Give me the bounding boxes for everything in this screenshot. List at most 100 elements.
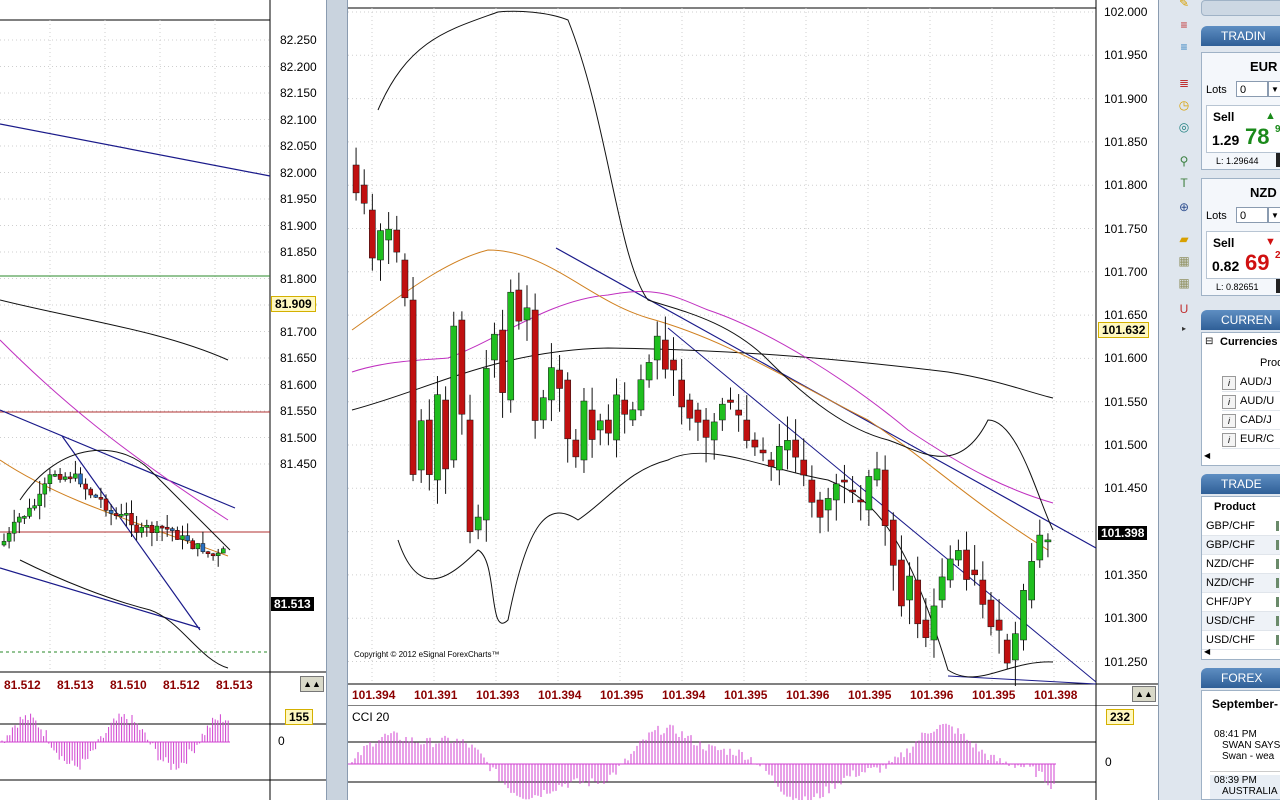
trade-row[interactable]: NZD/CHF — [1202, 574, 1280, 593]
left-price-label: 81.900 — [280, 218, 317, 233]
lots-input[interactable]: 0 — [1236, 81, 1268, 97]
grid-icon[interactable]: ▦ — [1178, 254, 1190, 268]
ticket-side-tab[interactable] — [1276, 279, 1280, 293]
trend-line[interactable] — [0, 409, 236, 509]
lots-dropdown-icon[interactable]: ▼ — [1268, 81, 1280, 97]
candle — [144, 525, 150, 528]
trade-row[interactable]: USD/CHF — [1202, 612, 1280, 631]
candle — [62, 476, 68, 480]
layout-icon[interactable]: ▦ — [1178, 276, 1190, 290]
target-icon[interactable]: ◎ — [1178, 120, 1190, 134]
candle — [523, 307, 531, 321]
zoom-icon[interactable]: ⊕ — [1178, 200, 1190, 214]
candle — [108, 510, 114, 514]
trade-row[interactable]: USD/CHF — [1202, 631, 1280, 650]
left-chart-panel[interactable]: 82.250 82.200 82.150 82.100 82.050 82.000 81.9… — [0, 0, 326, 800]
candle — [686, 399, 694, 419]
currency-row[interactable]: i AUD/J — [1222, 373, 1280, 392]
trade-row[interactable]: CHF/JPY — [1202, 593, 1280, 612]
low-price: L: 0.82651 — [1216, 282, 1259, 292]
left-price-chart[interactable] — [0, 0, 326, 700]
candle — [499, 329, 506, 393]
candle — [824, 498, 832, 511]
left-indicator-chart[interactable] — [0, 700, 326, 800]
scrollbar-left-icon[interactable]: ◀ — [1204, 451, 1211, 460]
ticket-side-tab[interactable] — [1276, 153, 1280, 167]
cci-title: CCI 20 — [352, 710, 390, 724]
candle — [129, 513, 134, 526]
trend-line[interactable] — [0, 123, 271, 177]
candle — [159, 525, 165, 529]
news-item[interactable]: 08:39 PM AUSTRALIA — [1210, 775, 1280, 799]
moving-average-mid — [351, 290, 1054, 504]
candle — [539, 397, 547, 421]
trade-ticket-eur[interactable]: EUR Lots 0 ▼ Sell ▲ 1.29 78 9 L: 1.29644 — [1201, 52, 1280, 170]
channel-lines-icon[interactable]: ≡ — [1180, 40, 1188, 54]
info-icon[interactable]: i — [1222, 433, 1236, 447]
currencies-col-header[interactable]: Prod — [1260, 357, 1280, 369]
trade-row[interactable]: GBP/CHF — [1202, 517, 1280, 536]
cci-indicator-chart[interactable] — [348, 706, 1158, 800]
candle — [914, 579, 922, 625]
candle — [1003, 639, 1011, 664]
trade-row[interactable]: GBP/CHF — [1202, 536, 1280, 555]
trend-line[interactable] — [0, 567, 201, 629]
candle — [735, 409, 742, 416]
candle — [1020, 590, 1027, 641]
trade-product: USD/CHF — [1206, 615, 1255, 627]
ticket-currency: EUR — [1250, 59, 1278, 74]
info-icon[interactable]: i — [1222, 414, 1236, 428]
more-arrow-icon[interactable]: ▸ — [1181, 324, 1186, 333]
main-price-label: 101.900 — [1104, 91, 1148, 106]
currency-row[interactable]: i CAD/J — [1222, 411, 1280, 430]
sell-label: Sell — [1213, 236, 1235, 250]
candle — [906, 575, 913, 601]
fib-lines-icon[interactable]: ≣ — [1178, 76, 1190, 90]
magnet-icon[interactable]: U — [1179, 302, 1189, 316]
collapse-icon[interactable]: ⊟ — [1205, 336, 1214, 347]
currency-row[interactable]: i EUR/C — [1222, 430, 1280, 449]
bollinger-band — [19, 559, 229, 669]
candle — [47, 474, 53, 485]
pencil-icon[interactable]: ✎ — [1178, 0, 1190, 10]
lots-input[interactable]: 0 — [1236, 207, 1268, 223]
main-chart-panel[interactable]: 102.000 101.950 101.900 101.850 101.800 101.7… — [348, 0, 1158, 800]
candle — [694, 409, 702, 423]
candle — [426, 419, 433, 475]
sell-box[interactable]: Sell ▲ 1.29 78 9 — [1206, 105, 1280, 153]
candle — [103, 498, 109, 511]
info-icon[interactable]: i — [1222, 376, 1236, 390]
pane-splitter[interactable] — [326, 0, 348, 800]
pin-icon[interactable]: ⚲ — [1179, 154, 1189, 168]
scrollbar-left-icon[interactable]: ◀ — [1204, 647, 1211, 656]
ruler-icon[interactable]: ▰ — [1179, 232, 1189, 246]
main-price-chart[interactable] — [348, 0, 1158, 706]
list-lines-icon[interactable]: ≡ — [1180, 18, 1188, 32]
candle — [215, 552, 221, 556]
moving-average — [0, 299, 229, 361]
news-item[interactable]: 08:41 PM SWAN SAYS Swan - wea — [1210, 729, 1280, 772]
news-headline: AUSTRALIA — [1222, 786, 1278, 797]
trade-panel-header[interactable]: TRADE — [1201, 474, 1280, 494]
main-chart-config-icon[interactable]: ▲▲ — [1132, 686, 1156, 702]
candle — [849, 489, 856, 493]
currencies-tab[interactable]: Currencies — [1220, 336, 1278, 348]
trade-col-header[interactable]: Product — [1214, 501, 1256, 513]
trade-ticket-nzd[interactable]: NZD Lots 0 ▼ Sell ▼ 0.82 69 2 L: 0.82651 — [1201, 178, 1280, 296]
currencies-panel-header[interactable]: CURREN — [1201, 310, 1280, 330]
candle — [83, 483, 88, 490]
info-icon[interactable]: i — [1222, 395, 1236, 409]
currencies-panel: ⊟ Currencies Prod i AUD/J i AUD/U i CAD/J i EUR… — [1201, 332, 1280, 466]
sell-box[interactable]: Sell ▼ 0.82 69 2 — [1206, 231, 1280, 279]
candle — [995, 619, 1003, 631]
price-small: 0.82 — [1212, 258, 1240, 274]
left-chart-config-icon[interactable]: ▲▲ — [300, 676, 324, 692]
trade-row[interactable]: NZD/CHF — [1202, 555, 1280, 574]
lots-dropdown-icon[interactable]: ▼ — [1268, 207, 1280, 223]
text-icon[interactable]: T — [1180, 176, 1188, 190]
currency-row[interactable]: i AUD/U — [1222, 392, 1280, 411]
forex-panel-header[interactable]: FOREX — [1201, 668, 1280, 688]
candle — [645, 362, 653, 381]
clock-icon[interactable]: ◷ — [1178, 98, 1190, 112]
trading-panel-header[interactable]: TRADIN — [1201, 26, 1280, 46]
